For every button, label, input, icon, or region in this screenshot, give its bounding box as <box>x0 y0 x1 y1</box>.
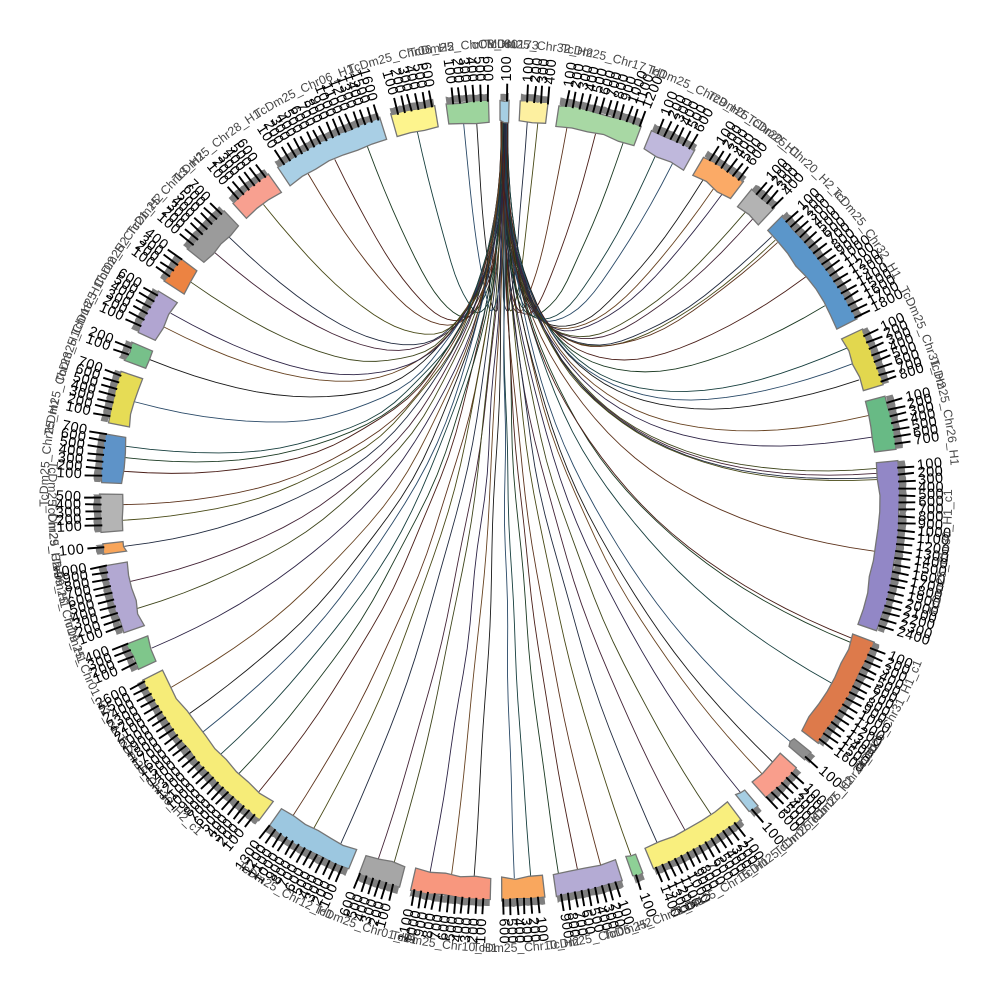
svg-text:100: 100 <box>499 56 515 82</box>
svg-text:400: 400 <box>542 58 560 85</box>
svg-text:600: 600 <box>479 56 496 82</box>
svg-text:500: 500 <box>55 488 81 505</box>
svg-text:600: 600 <box>495 918 511 944</box>
